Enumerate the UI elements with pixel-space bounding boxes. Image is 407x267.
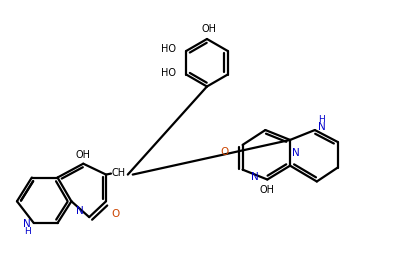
Text: O: O bbox=[221, 147, 229, 157]
Text: HO: HO bbox=[162, 68, 177, 78]
Text: N: N bbox=[292, 148, 300, 158]
Text: H: H bbox=[318, 115, 324, 124]
Text: N: N bbox=[77, 206, 84, 216]
Text: OH: OH bbox=[260, 185, 275, 195]
Text: OH: OH bbox=[76, 150, 91, 160]
Text: O: O bbox=[112, 209, 120, 219]
Text: N: N bbox=[318, 122, 326, 132]
Text: N: N bbox=[23, 219, 31, 229]
Text: N: N bbox=[251, 171, 259, 182]
Text: HO: HO bbox=[162, 44, 177, 54]
Text: CH: CH bbox=[112, 168, 126, 178]
Text: OH: OH bbox=[201, 24, 217, 34]
Text: H: H bbox=[24, 227, 31, 237]
